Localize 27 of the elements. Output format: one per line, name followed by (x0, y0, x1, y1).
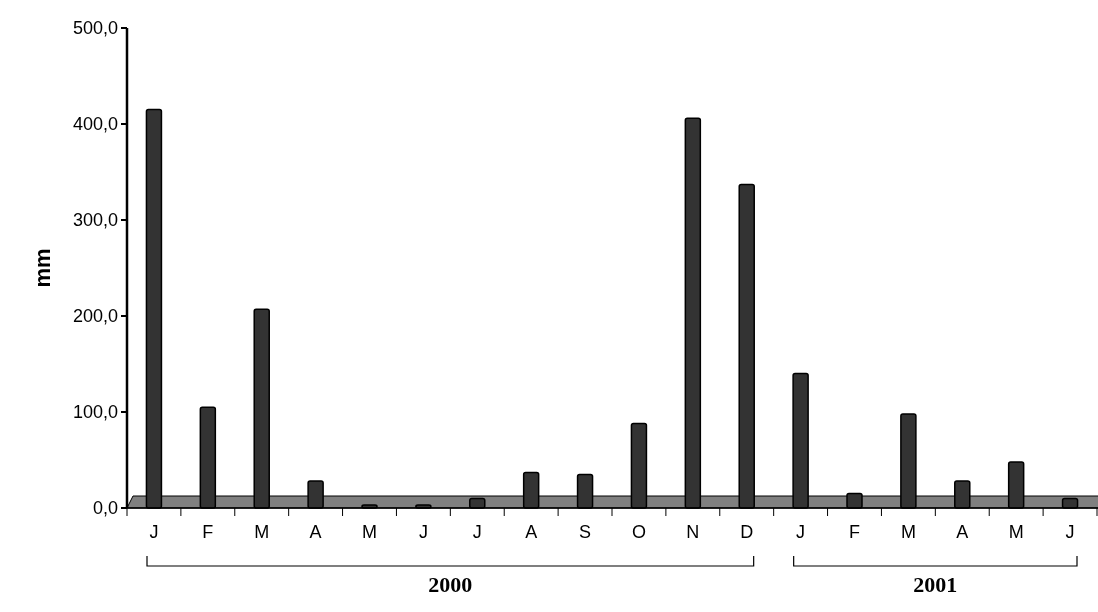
x-tick-label: D (740, 522, 754, 542)
x-tick-label: F (202, 522, 214, 542)
x-tick-label: S (579, 522, 592, 542)
y-axis-title: mm (30, 248, 55, 288)
y-tick-label: 400,0 (72, 114, 118, 135)
x-tick-label: J (149, 522, 159, 542)
x-tick-label: N (686, 522, 700, 542)
x-tick-label: M (1008, 522, 1024, 542)
x-tick-label: M (362, 522, 377, 542)
text: 2000 (428, 572, 473, 597)
y-tick-label: 0,0 (92, 498, 118, 519)
x-tick-label: M (900, 522, 916, 542)
y-tick-label: 200,0 (72, 306, 118, 327)
y-tick-label: 300,0 (72, 210, 118, 231)
x-tick-label: A (956, 522, 969, 542)
text: 2001 (913, 572, 958, 597)
x-tick-label: A (525, 522, 538, 542)
x-tick-label: J (418, 522, 428, 542)
y-tick-label: 500,0 (72, 18, 118, 39)
x-tick-label: J (796, 522, 806, 542)
x-tick-label: O (631, 522, 646, 542)
x-tick-label: J (1065, 522, 1075, 542)
x-tick-label: M (254, 522, 270, 542)
x-tick-label: J (472, 522, 482, 542)
y-tick-label: 100,0 (72, 402, 118, 423)
x-tick-label: F (849, 522, 860, 542)
x-tick-label: A (309, 522, 322, 542)
